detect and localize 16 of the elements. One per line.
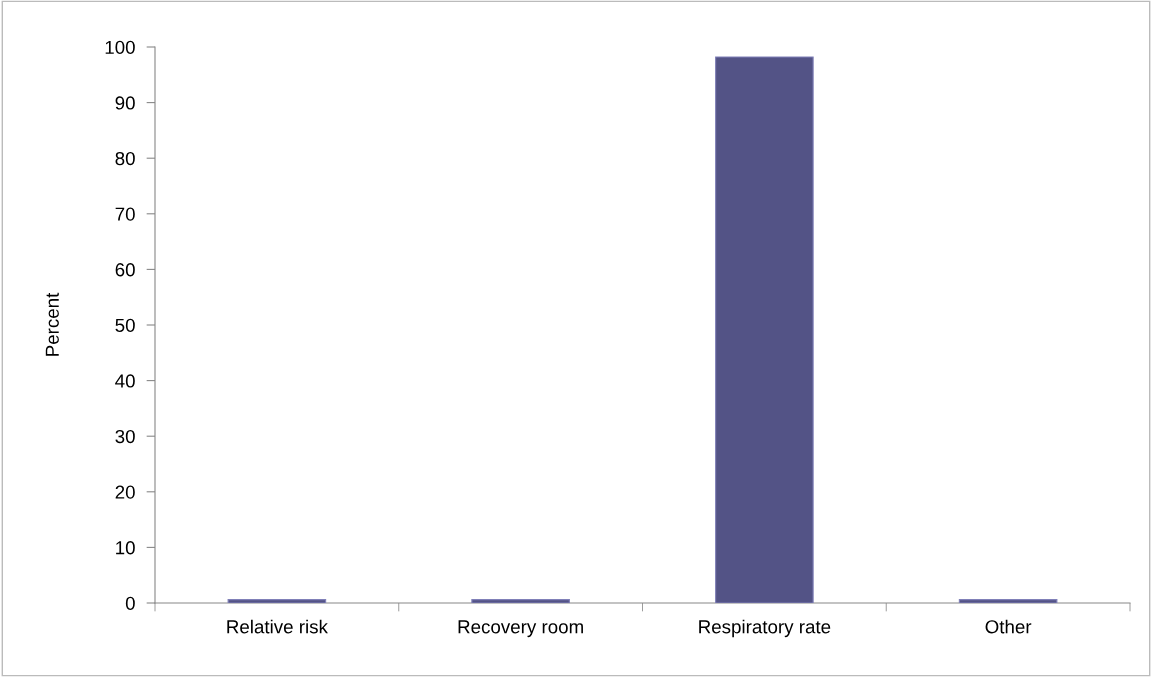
x-tick-label: Relative risk — [227, 619, 328, 634]
y-tick-label: 0 — [125, 596, 135, 610]
y-tick-label: 20 — [115, 485, 135, 499]
x-tick-label: Recovery room — [458, 620, 583, 638]
y-tick-label: 40 — [115, 374, 135, 388]
y-tick-label: 50 — [115, 318, 135, 332]
x-tick-label: Other — [985, 619, 1032, 634]
y-tick-label: 30 — [115, 429, 135, 444]
y-tick-label: 80 — [115, 151, 135, 166]
y-tick-label: 70 — [115, 207, 135, 221]
y-tick-label: 90 — [115, 96, 135, 110]
y-tick-label: 100 — [105, 40, 135, 54]
x-tick-label: Respiratory rate — [699, 619, 831, 638]
y-tick-label: 60 — [115, 263, 135, 277]
y-axis-title: Percent — [45, 292, 59, 356]
y-tick-label: 10 — [116, 541, 135, 555]
